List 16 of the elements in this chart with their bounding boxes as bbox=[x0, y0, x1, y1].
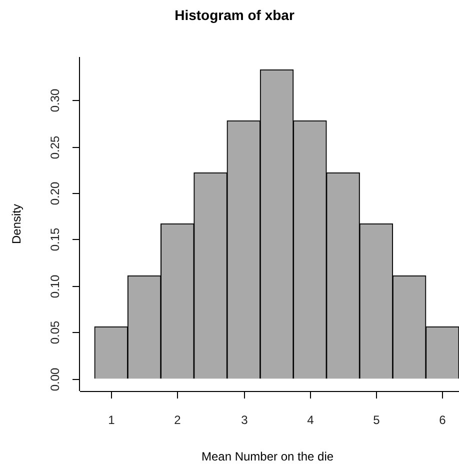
y-tick-label: 0.05 bbox=[48, 320, 62, 344]
x-tick-label: 5 bbox=[373, 412, 380, 427]
x-axis-title: Mean Number on the die bbox=[201, 449, 334, 464]
y-tick-label: 0.00 bbox=[48, 368, 62, 392]
x-tick-label: 6 bbox=[439, 412, 446, 427]
chart-title: Histogram of xbar bbox=[174, 6, 295, 23]
y-tick-label: 0.30 bbox=[48, 88, 62, 112]
x-tick-label: 3 bbox=[241, 412, 248, 427]
x-tick-label: 4 bbox=[307, 412, 314, 427]
x-tick-label: 1 bbox=[108, 412, 116, 427]
y-axis-title: Density bbox=[9, 204, 24, 244]
y-tick-label: 0.25 bbox=[48, 136, 62, 160]
x-tick-label: 2 bbox=[174, 412, 182, 427]
y-tick-label: 0.20 bbox=[48, 182, 62, 206]
y-tick-label: 0.10 bbox=[48, 274, 62, 298]
y-tick-label: 0.15 bbox=[48, 228, 62, 252]
